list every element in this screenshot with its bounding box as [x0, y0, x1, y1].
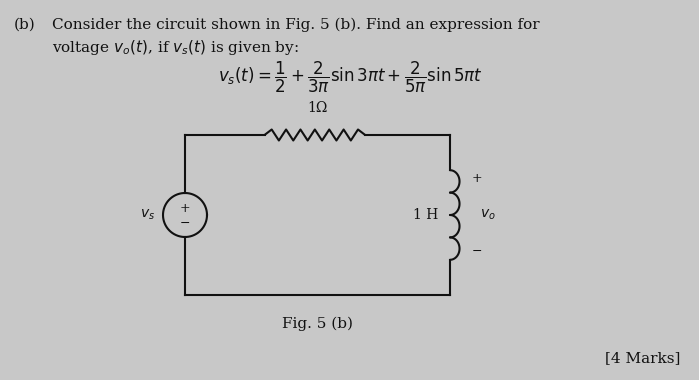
- Text: voltage $v_o(t)$, if $v_s(t)$ is given by:: voltage $v_o(t)$, if $v_s(t)$ is given b…: [52, 38, 298, 57]
- Text: $v_s(t) = \dfrac{1}{2} + \dfrac{2}{3\pi}\sin 3\pi t + \dfrac{2}{5\pi}\sin 5\pi t: $v_s(t) = \dfrac{1}{2} + \dfrac{2}{3\pi}…: [217, 60, 482, 95]
- Text: $v_s$: $v_s$: [140, 208, 155, 222]
- Text: (b): (b): [14, 18, 36, 32]
- Text: [4 Marks]: [4 Marks]: [605, 351, 680, 365]
- Text: −: −: [472, 245, 482, 258]
- Text: +: +: [180, 203, 190, 215]
- Text: 1 H: 1 H: [412, 208, 438, 222]
- Text: $v_o$: $v_o$: [480, 208, 496, 222]
- Text: +: +: [472, 172, 482, 185]
- Text: Consider the circuit shown in Fig. 5 (b). Find an expression for: Consider the circuit shown in Fig. 5 (b)…: [52, 18, 540, 32]
- Text: −: −: [180, 217, 190, 230]
- Text: 1Ω: 1Ω: [308, 101, 328, 115]
- Text: Fig. 5 (b): Fig. 5 (b): [282, 317, 353, 331]
